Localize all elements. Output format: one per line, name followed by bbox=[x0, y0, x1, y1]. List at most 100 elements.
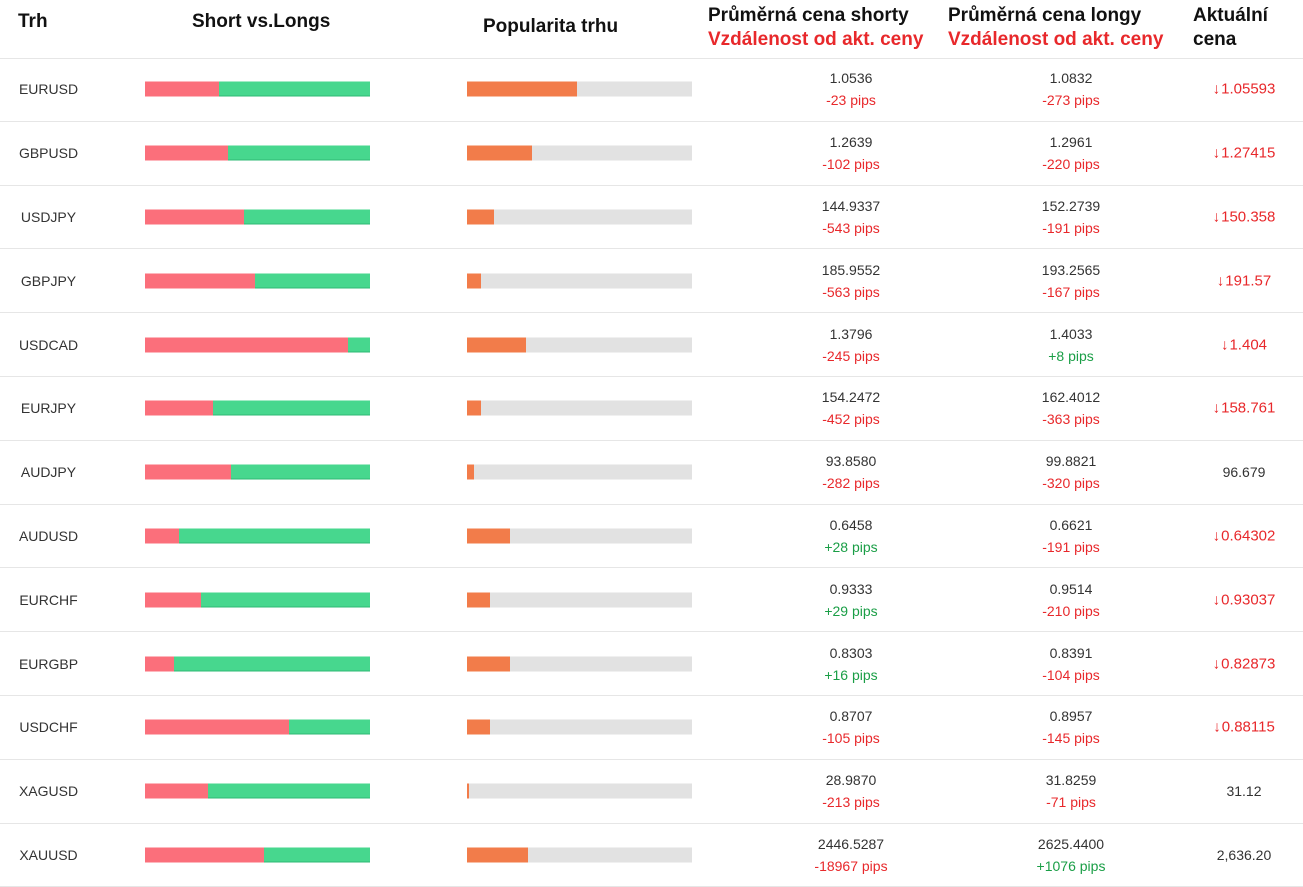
current-price-value: 0.93037 bbox=[1221, 591, 1276, 609]
short-long-ratio-bar bbox=[145, 273, 370, 289]
long-pips-distance: -273 pips bbox=[1042, 92, 1100, 109]
short-share-fill bbox=[145, 719, 289, 735]
short-long-ratio-bar bbox=[145, 337, 370, 353]
long-pips-distance: -363 pips bbox=[1042, 411, 1100, 428]
arrow-down-icon: ↓ bbox=[1212, 208, 1221, 226]
avg-short-price: 0.8303 bbox=[829, 644, 873, 661]
avg-long-cell: 1.4033 +8 pips bbox=[971, 323, 1171, 367]
avg-short-cell: 28.9870 -213 pips bbox=[751, 769, 951, 813]
current-price: ↓158.761 bbox=[1185, 400, 1303, 417]
avg-short-cell: 93.8580 -282 pips bbox=[751, 450, 951, 494]
header-avg-long-distance: Vzdálenost od akt. ceny bbox=[948, 29, 1164, 50]
table-row[interactable]: USDCAD 1.3796 -245 pips 1.4033 +8 pips ↓1.404 bbox=[0, 313, 1303, 377]
avg-long-cell: 0.8957 -145 pips bbox=[971, 705, 1171, 749]
avg-short-price: 2446.5287 bbox=[817, 835, 885, 852]
popularity-fill bbox=[467, 783, 470, 799]
avg-long-cell: 2625.4400 +1076 pips bbox=[971, 833, 1171, 877]
table-row[interactable]: GBPJPY 185.9552 -563 pips 193.2565 -167 pips… bbox=[0, 249, 1303, 314]
short-long-ratio-bar bbox=[145, 719, 370, 735]
avg-short-price: 1.3796 bbox=[829, 325, 873, 342]
short-share-fill bbox=[145, 273, 256, 289]
popularity-bar bbox=[467, 81, 692, 97]
current-price-value: 1.27415 bbox=[1221, 144, 1276, 162]
current-price: 2,636.20 bbox=[1185, 847, 1303, 863]
short-pips-distance: -245 pips bbox=[822, 347, 880, 364]
short-pips-distance: -18967 pips bbox=[814, 857, 888, 874]
long-pips-distance: -220 pips bbox=[1042, 156, 1100, 173]
current-price: ↓150.358 bbox=[1185, 208, 1303, 225]
arrow-down-icon: ↓ bbox=[1212, 591, 1221, 609]
market-symbol[interactable]: GBPUSD bbox=[18, 145, 79, 162]
avg-long-cell: 1.2961 -220 pips bbox=[971, 131, 1171, 175]
table-row[interactable]: AUDJPY 93.8580 -282 pips 99.8821 -320 pips 96… bbox=[0, 441, 1303, 505]
long-pips-distance: -191 pips bbox=[1042, 219, 1100, 236]
popularity-fill bbox=[467, 273, 481, 289]
table-row[interactable]: EURCHF 0.9333 +29 pips 0.9514 -210 pips ↓0.93… bbox=[0, 568, 1303, 633]
short-pips-distance: -213 pips bbox=[822, 794, 880, 811]
market-symbol[interactable]: USDCAD bbox=[18, 336, 79, 353]
current-price-value: 191.57 bbox=[1225, 272, 1272, 290]
current-price-value: 31.12 bbox=[1226, 783, 1262, 800]
market-symbol[interactable]: AUDJPY bbox=[20, 464, 77, 481]
popularity-bar bbox=[467, 656, 692, 672]
avg-long-price: 1.4033 bbox=[1049, 325, 1093, 342]
market-symbol[interactable]: AUDUSD bbox=[18, 527, 79, 544]
table-row[interactable]: XAGUSD 28.9870 -213 pips 31.8259 -71 pips 31.… bbox=[0, 760, 1303, 824]
market-symbol[interactable]: USDJPY bbox=[20, 208, 77, 225]
header-current-line2: cena bbox=[1193, 29, 1237, 50]
avg-long-cell: 0.9514 -210 pips bbox=[971, 578, 1171, 622]
popularity-bar bbox=[467, 464, 692, 480]
long-pips-distance: -104 pips bbox=[1042, 666, 1100, 683]
table-row[interactable]: XAUUSD 2446.5287 -18967 pips 2625.4400 +1076… bbox=[0, 824, 1303, 887]
market-symbol[interactable]: EURUSD bbox=[18, 81, 79, 98]
short-long-ratio-bar bbox=[145, 783, 370, 799]
avg-long-cell: 0.8391 -104 pips bbox=[971, 642, 1171, 686]
popularity-fill bbox=[467, 656, 510, 672]
market-symbol[interactable]: EURJPY bbox=[20, 400, 77, 417]
avg-long-price: 1.2961 bbox=[1049, 134, 1093, 151]
table-row[interactable]: EURUSD 1.0536 -23 pips 1.0832 -273 pips ↓1.05… bbox=[0, 58, 1303, 122]
table-row[interactable]: EURGBP 0.8303 +16 pips 0.8391 -104 pips ↓0.82… bbox=[0, 632, 1303, 696]
avg-short-cell: 1.2639 -102 pips bbox=[751, 131, 951, 175]
current-price: ↓1.404 bbox=[1185, 336, 1303, 353]
current-price-value: 2,636.20 bbox=[1216, 846, 1272, 863]
header-avg-long-title: Průměrná cena longy bbox=[948, 5, 1142, 26]
header-market: Trh bbox=[18, 11, 48, 32]
current-price: ↓0.93037 bbox=[1185, 591, 1303, 608]
popularity-fill bbox=[467, 528, 510, 544]
current-price: ↓0.82873 bbox=[1185, 655, 1303, 672]
short-share-fill bbox=[145, 592, 202, 608]
popularity-fill bbox=[467, 400, 481, 416]
avg-long-price: 0.8391 bbox=[1049, 644, 1093, 661]
market-symbol[interactable]: EURGBP bbox=[18, 655, 79, 672]
short-pips-distance: -452 pips bbox=[822, 411, 880, 428]
avg-long-cell: 152.2739 -191 pips bbox=[971, 195, 1171, 239]
market-symbol[interactable]: XAUUSD bbox=[19, 846, 78, 863]
current-price-value: 0.88115 bbox=[1221, 718, 1275, 736]
table-row[interactable]: EURJPY 154.2472 -452 pips 162.4012 -363 pips… bbox=[0, 377, 1303, 441]
table-row[interactable]: USDJPY 144.9337 -543 pips 152.2739 -191 pips… bbox=[0, 186, 1303, 250]
table-row[interactable]: AUDUSD 0.6458 +28 pips 0.6621 -191 pips ↓0.64… bbox=[0, 505, 1303, 569]
market-symbol[interactable]: GBPJPY bbox=[20, 272, 77, 289]
short-long-ratio-bar bbox=[145, 656, 370, 672]
avg-long-price: 162.4012 bbox=[1041, 389, 1101, 406]
popularity-bar bbox=[467, 847, 692, 863]
short-share-fill bbox=[145, 783, 208, 799]
current-price-value: 96.679 bbox=[1222, 464, 1266, 481]
header-short-vs-longs: Short vs.Longs bbox=[192, 11, 331, 32]
short-share-fill bbox=[145, 656, 175, 672]
short-pips-distance: -563 pips bbox=[822, 283, 880, 300]
table-row[interactable]: USDCHF 0.8707 -105 pips 0.8957 -145 pips ↓0.8… bbox=[0, 696, 1303, 760]
short-long-ratio-bar bbox=[145, 81, 370, 97]
market-symbol[interactable]: EURCHF bbox=[19, 591, 78, 608]
current-price: 31.12 bbox=[1185, 783, 1303, 799]
avg-short-cell: 1.3796 -245 pips bbox=[751, 323, 951, 367]
table-row[interactable]: GBPUSD 1.2639 -102 pips 1.2961 -220 pips ↓1.2… bbox=[0, 122, 1303, 186]
market-symbol[interactable]: XAGUSD bbox=[18, 783, 79, 800]
market-symbol[interactable]: USDCHF bbox=[19, 719, 78, 736]
popularity-bar bbox=[467, 528, 692, 544]
current-price-value: 0.64302 bbox=[1221, 527, 1276, 545]
popularity-fill bbox=[467, 209, 494, 225]
avg-short-price: 0.6458 bbox=[829, 516, 873, 533]
